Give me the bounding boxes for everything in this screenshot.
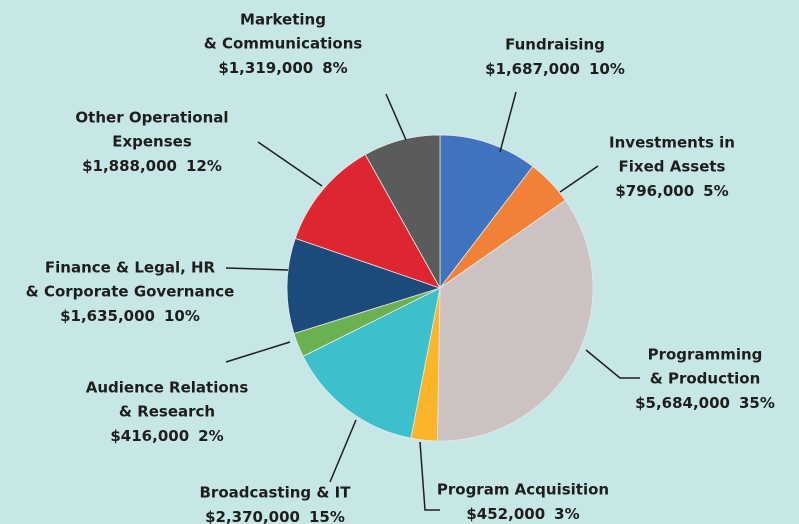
slice-label: Programming (648, 346, 763, 364)
slice-label: & Research (119, 403, 215, 421)
slice-value-label: $1,319,000 8% (218, 59, 347, 77)
pie-slice (294, 153, 441, 289)
slice-label: Other Operational (75, 109, 228, 127)
slice-value-label: $452,000 3% (466, 505, 579, 523)
percent-label: 15% (309, 508, 345, 524)
slice-value-label: $1,635,000 10% (60, 307, 200, 325)
slice-label: Fundraising (505, 36, 605, 54)
slice-value-label: $796,000 5% (615, 182, 728, 200)
slice-value-label: $2,370,000 15% (205, 508, 345, 524)
percent-label: 10% (164, 307, 200, 325)
slice-label: Expenses (112, 133, 192, 151)
slice-label: & Communications (204, 35, 363, 53)
value-label: $416,000 (110, 427, 189, 445)
pie-slice (364, 134, 441, 290)
slice-value-label: $416,000 2% (110, 427, 223, 445)
pie-slice (439, 134, 534, 290)
slice-label: & Corporate Governance (26, 283, 235, 301)
slice-label: Investments in (609, 134, 735, 152)
percent-label: 2% (198, 427, 223, 445)
slice-value-label: $1,687,000 10% (485, 60, 625, 78)
leader-line (585, 349, 640, 379)
slice-label: & Production (650, 370, 761, 388)
leader-line (225, 267, 289, 271)
leader-line (329, 419, 357, 483)
leader-line (419, 441, 440, 511)
percent-label: 3% (554, 505, 579, 523)
slice-value-label: $1,888,000 12% (82, 157, 222, 175)
percent-label: 12% (186, 157, 222, 175)
value-label: $1,687,000 (485, 60, 580, 78)
value-label: $1,635,000 (60, 307, 155, 325)
leader-line (385, 93, 407, 141)
leader-line (499, 91, 517, 153)
value-label: $796,000 (615, 182, 694, 200)
percent-label: 35% (739, 394, 775, 412)
pie-slice (286, 237, 442, 334)
percent-label: 5% (703, 182, 728, 200)
percent-label: 10% (589, 60, 625, 78)
slice-label: Finance & Legal, HR (45, 259, 216, 277)
leader-line (225, 341, 291, 363)
slice-label: Broadcasting & IT (199, 484, 351, 502)
percent-label: 8% (322, 59, 347, 77)
value-label: $1,888,000 (82, 157, 177, 175)
slice-label: Marketing (240, 11, 326, 29)
leader-line (559, 165, 599, 193)
slice-label: Fixed Assets (619, 158, 726, 176)
pie-slice (302, 287, 441, 439)
value-label: $1,319,000 (218, 59, 313, 77)
value-label: $5,684,000 (635, 394, 730, 412)
value-label: $2,370,000 (205, 508, 300, 524)
leader-line (257, 141, 323, 187)
slice-label: Program Acquisition (437, 481, 609, 499)
slice-value-label: $5,684,000 35% (635, 394, 775, 412)
value-label: $452,000 (466, 505, 545, 523)
slice-label: Audience Relations (86, 379, 249, 397)
pie-slice (437, 199, 594, 442)
